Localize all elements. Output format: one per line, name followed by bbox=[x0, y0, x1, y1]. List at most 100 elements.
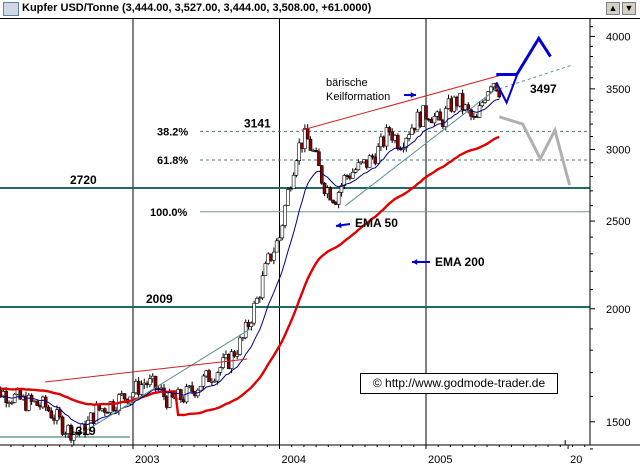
candle-body bbox=[339, 185, 344, 193]
candle-body bbox=[384, 127, 389, 147]
x-tick-label: 2005 bbox=[428, 454, 452, 466]
trend-line-lower bbox=[74, 328, 251, 439]
candle-body bbox=[257, 297, 262, 300]
candle-body bbox=[359, 161, 364, 164]
candle-body bbox=[314, 150, 318, 153]
candle-body bbox=[86, 419, 90, 435]
ema200-line bbox=[0, 135, 500, 417]
level-label-3141: 3141 bbox=[244, 116, 271, 130]
candle-body bbox=[63, 433, 68, 435]
candle-body bbox=[387, 127, 392, 133]
y-tick-label: 2500 bbox=[606, 216, 630, 228]
scroll-down-button[interactable]: ▼ bbox=[622, 2, 636, 15]
candle-body bbox=[283, 205, 287, 226]
candle-body bbox=[72, 431, 76, 441]
forecast-bullish-dip bbox=[495, 75, 518, 106]
candle-body bbox=[294, 160, 299, 176]
candle-body bbox=[460, 93, 465, 111]
wedge-upper bbox=[301, 75, 500, 131]
level-label-1319: 1319 bbox=[69, 424, 96, 438]
candle-body bbox=[488, 86, 493, 93]
candle-body bbox=[255, 298, 259, 304]
candle-body bbox=[249, 322, 254, 327]
candle-body bbox=[424, 105, 428, 120]
candle-body bbox=[443, 108, 448, 128]
window-title: Kupfer USD/Tonne (3,444.00, 3,527.00, 3,… bbox=[22, 2, 372, 14]
title-bar: Kupfer USD/Tonne (3,444.00, 3,527.00, 3,… bbox=[0, 0, 640, 19]
level-label-2720: 2720 bbox=[70, 173, 97, 187]
candle-body bbox=[131, 392, 135, 398]
candle-body bbox=[438, 111, 442, 121]
x-tick-label: 2004 bbox=[282, 454, 306, 466]
ema50-label: EMA 50 bbox=[355, 216, 398, 230]
scroll-up-button[interactable]: ▲ bbox=[606, 2, 620, 15]
candle-body bbox=[57, 409, 62, 418]
candle-body bbox=[308, 138, 313, 151]
candle-body bbox=[410, 127, 414, 135]
candle-body bbox=[190, 385, 194, 392]
candle-body bbox=[480, 102, 485, 106]
candle-body bbox=[286, 189, 290, 206]
candle-body bbox=[336, 192, 341, 205]
candle-body bbox=[469, 109, 473, 117]
candle-body bbox=[263, 263, 268, 276]
forecast-bearish-path bbox=[498, 115, 572, 186]
candle-body bbox=[353, 169, 358, 173]
y-tick-label: 1500 bbox=[606, 417, 630, 429]
candle-body bbox=[207, 370, 211, 382]
candle-body bbox=[111, 401, 116, 411]
candle-body bbox=[60, 416, 65, 435]
fib-label-382: 38.2% bbox=[157, 126, 188, 138]
candle-body bbox=[235, 354, 240, 357]
candle-body bbox=[407, 134, 411, 139]
wedge-lower bbox=[345, 86, 500, 207]
candle-body bbox=[317, 151, 321, 166]
candle-body bbox=[297, 142, 302, 161]
candle-body bbox=[103, 408, 107, 413]
candle-body bbox=[331, 199, 335, 203]
candle-body bbox=[148, 378, 152, 386]
candle-body bbox=[215, 372, 220, 382]
candle-body bbox=[466, 104, 471, 110]
candle-body bbox=[305, 128, 310, 140]
candle-body bbox=[272, 251, 276, 261]
candle-body bbox=[153, 375, 158, 389]
candle-body bbox=[356, 162, 361, 171]
candle-body bbox=[497, 90, 502, 98]
candle-body bbox=[241, 337, 245, 340]
level-label-2009: 2009 bbox=[146, 292, 173, 306]
candle-body bbox=[198, 386, 203, 391]
x-tick-label: 2003 bbox=[135, 454, 159, 466]
ema200-arrow-head bbox=[412, 259, 418, 265]
candle-body bbox=[260, 275, 265, 299]
fib-label-100: 100.0% bbox=[150, 207, 188, 219]
copyright-notice: © http://www.godmode-trader.de bbox=[360, 373, 558, 394]
candle-body bbox=[35, 400, 40, 406]
candle-body bbox=[291, 174, 296, 189]
candle-body bbox=[201, 375, 206, 387]
x-tick-label: 20 bbox=[570, 454, 582, 466]
candle-body bbox=[122, 393, 127, 400]
trend-line-upper bbox=[45, 358, 248, 383]
candle-body bbox=[212, 380, 217, 383]
wedge-arrow-head bbox=[410, 92, 416, 98]
fib-label-618: 61.8% bbox=[157, 155, 188, 167]
candle-body bbox=[432, 116, 437, 124]
last-price-label: 3497 bbox=[530, 82, 557, 96]
candle-body bbox=[328, 187, 333, 201]
chart-window-icon bbox=[3, 2, 19, 16]
candle-body bbox=[238, 337, 242, 355]
candle-body bbox=[46, 406, 51, 412]
candle-body bbox=[367, 155, 372, 168]
candle-body bbox=[26, 394, 31, 411]
wedge-annotation-line1: bärische bbox=[326, 77, 368, 89]
y-tick-label: 3000 bbox=[606, 144, 630, 156]
y-tick-label: 3500 bbox=[606, 84, 630, 96]
candle-body bbox=[370, 155, 375, 158]
candle-body bbox=[218, 367, 223, 373]
candle-body bbox=[243, 322, 248, 339]
candle-body bbox=[221, 357, 225, 368]
candle-body bbox=[139, 384, 144, 395]
